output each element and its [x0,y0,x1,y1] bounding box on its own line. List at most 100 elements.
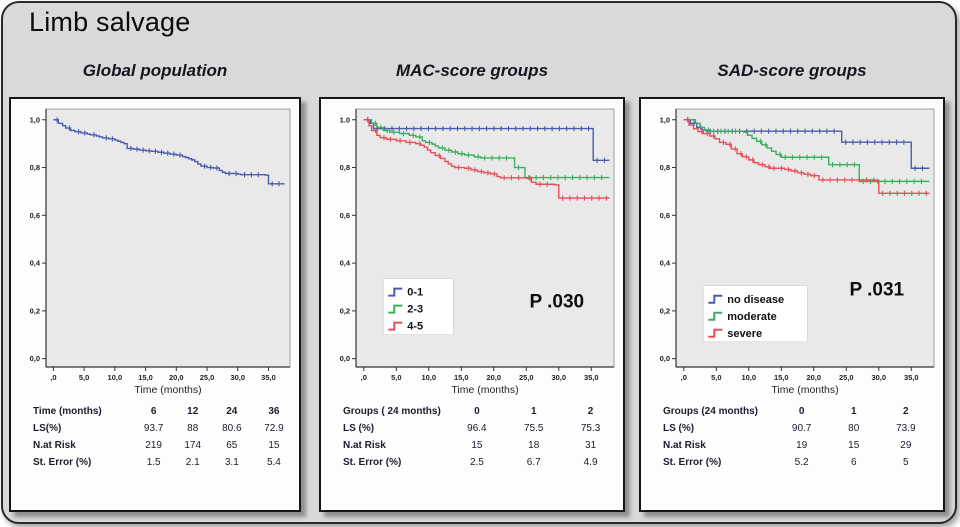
x-axis-label: Time (months) [134,384,201,396]
table-cell: 6.7 [526,457,541,468]
x-axis-label: Time (months) [771,384,838,396]
table-cell: 75.5 [524,423,544,434]
table-cell: 6 [150,406,157,417]
x-tick-label: ,0 [681,373,687,382]
panel-card-sad: 0,0 0,2 0,4 0,6 0,8 1,0 ,0 5,0 10,0 15,0 20,0 25,0 3… [639,97,945,512]
x-tick-label: 30,0 [230,373,245,382]
table-cell: 219 [145,440,162,451]
table-row: Groups ( 24 months) 0 1 2 [325,403,619,420]
x-tick-label: 25,0 [200,373,215,382]
y-tick-label: 0,4 [660,259,671,268]
legend-line-icon [388,287,403,297]
stats-table: Groups ( 24 months) 0 1 2 LS (%) 96.4 75.5 75.3… [325,403,619,471]
table-cell: 65 [226,440,238,451]
legend-line-icon [708,294,723,304]
legend-label: 2-3 [407,304,423,316]
x-tick-label: 10,0 [108,373,123,382]
table-cell: 2.1 [185,457,200,468]
x-tick-label: 20,0 [169,373,184,382]
table-cell: 75.3 [580,423,601,434]
table-cell: 0 [798,406,805,417]
table-row: LS (%) 96.4 75.5 75.3 [325,420,619,437]
km-step-line [683,119,930,183]
y-tick-label: 0,0 [340,354,350,363]
table-row: N.at Risk 219 174 65 15 [15,437,295,454]
x-axis-label: Time (months) [451,384,518,396]
table-cell: 1 [530,406,537,417]
km-chart-global: 0,0 0,2 0,4 0,6 0,8 1,0 ,0 5,0 10,0 15,0 20,0 25,0 3… [12,101,298,401]
legend-label: severe [727,328,762,340]
table-cell: 2.5 [469,457,484,468]
x-tick-label: 20,0 [486,373,501,382]
y-tick-label: 0,6 [340,211,350,220]
table-cell: 31 [585,440,597,451]
p-value-label: P .030 [530,291,585,312]
table-cell: 2 [903,406,909,417]
x-tick-label: 5,0 [711,373,721,382]
row-label: St. Error (%) [663,457,722,468]
x-tick-label: 25,0 [519,373,534,382]
x-tick-label: 15,0 [774,373,789,382]
km-step-line [683,119,930,195]
table-row: Time (months) 6 12 24 36 [15,403,295,420]
plot-area [45,108,291,368]
table-cell: 18 [528,440,540,451]
row-label: LS(%) [33,423,62,434]
table-row: St. Error (%) 5.2 6 5 [645,454,939,471]
table-row: Groups (24 months) 0 1 2 [645,403,939,420]
y-tick-label: 1,0 [660,115,670,124]
legend-line-icon [708,328,723,338]
table-cell: 2 [587,406,594,417]
x-tick-label: 35,0 [584,373,599,382]
km-step-line [363,119,610,179]
row-label: Time (months) [33,406,102,417]
x-tick-label: 15,0 [138,373,153,382]
x-tick-label: 10,0 [421,373,436,382]
table-row: LS (%) 90.7 80 73.9 [645,420,939,437]
table-cell: 73.9 [896,423,916,434]
table-cell: 36 [268,406,280,417]
table-cell: 15 [268,440,280,451]
y-tick-label: 0,4 [30,259,41,268]
table-cell: 15 [471,440,483,451]
table-cell: 5 [903,457,909,468]
panel-card-mac: 0,0 0,2 0,4 0,6 0,8 1.0 ,0 5,0 10,0 15,0 20,0 25,0 3… [319,97,625,512]
km-chart-mac: 0,0 0,2 0,4 0,6 0,8 1.0 ,0 5,0 10,0 15,0 20,0 25,0 3… [322,101,622,401]
p-value-label: P .031 [850,279,905,300]
km-chart-sad: 0,0 0,2 0,4 0,6 0,8 1,0 ,0 5,0 10,0 15,0 20,0 25,0 3… [642,101,942,401]
legend-label: 4-5 [407,321,423,333]
legend-label: no disease [727,294,784,306]
legend-line-icon [388,321,403,331]
table-row: N.at Risk 19 15 29 [645,437,939,454]
y-tick-label: 0,2 [660,306,670,315]
panel-header-mac: MAC-score groups [395,61,549,80]
stats-table: Groups (24 months) 0 1 2 LS (%) 90.7 80 73.9 N.a… [645,403,939,471]
table-cell: 24 [226,406,238,417]
table-cell: 80 [848,423,860,434]
y-tick-label: 0,6 [30,211,40,220]
y-tick-label: 1.0 [340,115,350,124]
table-cell: 1 [850,406,857,417]
y-tick-label: 1,0 [30,115,40,124]
km-plot-svg: 0,0 0,2 0,4 0,6 0,8 1,0 ,0 5,0 10,0 15,0 20,0 25,0 3… [660,108,935,396]
row-label: LS (%) [663,423,695,434]
table-cell: 29 [900,440,912,451]
row-label: LS (%) [343,423,375,434]
table-cell: 3.1 [224,457,239,468]
stats-table: Time (months) 6 12 24 36 LS(%) 93.7 88 80.6 72.9 N… [15,403,295,471]
x-tick-label: 5,0 [79,373,89,382]
panel-header-global: Global population [82,61,228,80]
stats-table-sad: Groups (24 months) 0 1 2 LS (%) 90.7 80 73.9 N.a… [645,403,939,471]
row-label: N.at Risk [343,440,386,451]
x-tick-label: ,0 [50,373,56,382]
table-cell: 0 [474,406,480,417]
legend-line-icon [708,311,723,321]
km-step-line [363,119,610,199]
stats-table-mac: Groups ( 24 months) 0 1 2 LS (%) 96.4 75.5 75.3… [325,403,619,471]
x-tick-label: 10,0 [741,373,756,382]
row-label: Groups (24 months) [663,406,759,417]
x-tick-label: 15,0 [454,373,469,382]
table-cell: 4.9 [583,457,598,468]
panel-header-sad: SAD-score groups [717,61,867,80]
